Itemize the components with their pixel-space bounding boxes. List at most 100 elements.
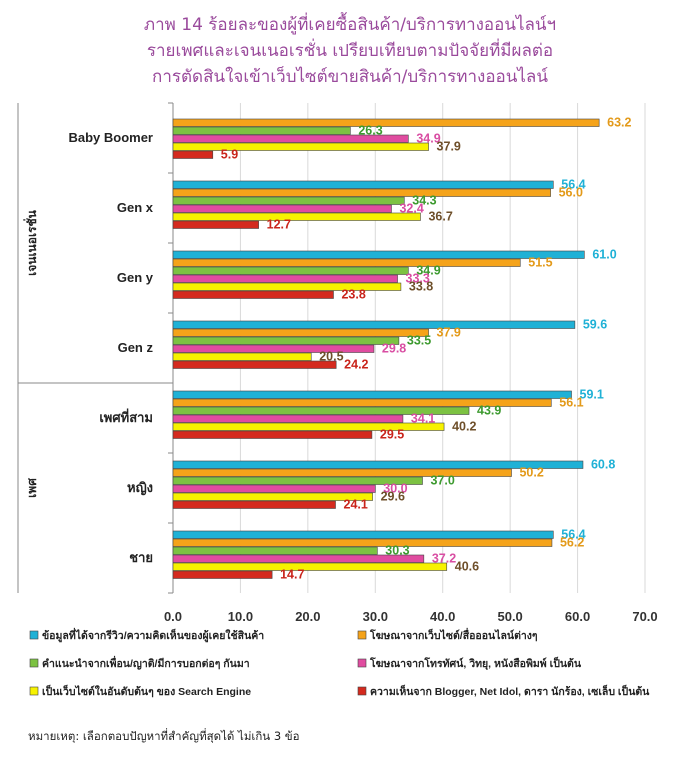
data-label: 43.9 [477, 404, 501, 418]
data-label: 33.5 [407, 334, 431, 348]
data-label: 20.5 [319, 350, 343, 364]
plot-area: 0.0 10.0 20.0 30.0 40.0 50.0 60.0 70.0 เจนเนอเรช… [17, 102, 658, 624]
category-label: เพศที่สาม [99, 408, 153, 425]
category-label: Gen y [117, 270, 154, 285]
bar [172, 274, 398, 283]
data-label: 56.0 [559, 186, 583, 200]
data-label: 37.9 [437, 326, 461, 340]
category-label: Gen x [117, 200, 154, 215]
legend-entry: โฆษณาจากเว็บไซต์/สื่อออนไลน์ต่างๆ [369, 627, 538, 642]
bar [172, 344, 375, 353]
data-label: 34.9 [416, 132, 440, 146]
legend-entry: โฆษณาจากโทรทัศน์, วิทยุ, หนังสือพิมพ์ เป… [369, 656, 582, 671]
category-label: ชาย [129, 550, 153, 565]
data-label: 50.2 [519, 466, 543, 480]
data-label: 37.2 [432, 552, 456, 566]
bar [172, 188, 551, 197]
bar [172, 500, 336, 509]
footnote: หมายเหตุ: เลือกตอบปัญหาที่สำคัญที่สุดได้… [28, 728, 300, 743]
bar [172, 258, 521, 267]
data-label: 29.6 [381, 490, 405, 504]
data-label: 29.5 [380, 428, 404, 442]
bar [172, 390, 572, 399]
data-label: 36.7 [428, 210, 452, 224]
bar [172, 360, 337, 369]
bar [172, 430, 373, 439]
data-label: 61.0 [592, 248, 616, 262]
bar [172, 460, 584, 469]
data-label: 5.9 [221, 148, 238, 162]
title-line-2: รายเพศและเจนเนอเรชั่น เปรียบเทียบตามปัจจ… [147, 38, 553, 61]
x-tick-label: 70.0 [632, 609, 657, 624]
data-label: 29.8 [382, 342, 406, 356]
x-tick-label: 40.0 [430, 609, 455, 624]
bar [172, 250, 585, 259]
data-label: 30.3 [385, 544, 409, 558]
legend-swatch [357, 686, 367, 696]
bar [172, 290, 334, 299]
data-label: 63.2 [607, 116, 631, 130]
bar [172, 320, 576, 329]
bar [172, 352, 312, 361]
title-line-3: การตัดสินใจเข้าเว็บไซต์ขายสินค้า/บริการท… [152, 65, 548, 87]
bar [172, 398, 552, 407]
data-label: 24.1 [344, 498, 368, 512]
bar [172, 492, 373, 501]
data-label: 37.0 [430, 474, 454, 488]
data-label: 12.7 [267, 218, 291, 232]
title-line-1: ภาพ 14 ร้อยละของผู้ที่เคยซื้อสินค้า/บริก… [144, 12, 556, 35]
data-label: 30.0 [383, 482, 407, 496]
bar [172, 196, 405, 205]
data-label: 34.9 [416, 264, 440, 278]
bar [172, 142, 429, 151]
data-label: 34.3 [412, 194, 436, 208]
bar [172, 530, 554, 539]
legend-swatch [357, 630, 367, 640]
bar [172, 570, 273, 579]
bar [172, 212, 421, 221]
x-tick-label: 10.0 [228, 609, 253, 624]
data-label: 26.3 [358, 124, 382, 138]
group-label: เจนเนอเรชั่น [23, 209, 39, 276]
bar [172, 126, 351, 135]
x-tick-label: 60.0 [565, 609, 590, 624]
legend-entry: ความเห็นจาก Blogger, Net Idol, ดารา นักร… [370, 684, 650, 698]
category-label: Baby Boomer [68, 130, 153, 145]
data-label: 23.8 [341, 288, 365, 302]
x-tick-label: 50.0 [497, 609, 522, 624]
bar [172, 282, 402, 291]
legend-swatch [29, 686, 39, 696]
data-label: 56.4 [561, 178, 585, 192]
data-label: 60.8 [591, 458, 615, 472]
data-label: 14.7 [280, 568, 304, 582]
legend-swatch [29, 658, 39, 668]
bar [172, 484, 376, 493]
data-label: 24.2 [344, 358, 368, 372]
x-tick-label: 0.0 [164, 609, 182, 624]
data-label: 32.4 [399, 202, 423, 216]
data-label: 33.3 [406, 272, 430, 286]
chart-title: ภาพ 14 ร้อยละของผู้ที่เคยซื้อสินค้า/บริก… [144, 12, 556, 87]
data-label: 59.1 [580, 388, 604, 402]
data-label: 56.2 [560, 536, 584, 550]
bar [172, 266, 409, 275]
bar [172, 150, 214, 159]
bar [172, 538, 553, 547]
bar [172, 468, 512, 477]
data-label: 59.6 [583, 318, 607, 332]
category-label: หญิง [127, 480, 153, 496]
bar [172, 414, 404, 423]
bar [172, 134, 409, 143]
legend-entry: ข้อมูลที่ได้จากรีวิว/ความคิดเห็นของผู้เค… [42, 627, 264, 643]
legend-entry: เป็นเว็บไซต์ในอันดับต้นๆ ของ Search Engi… [42, 684, 251, 698]
data-label: 51.5 [528, 256, 552, 270]
bar [172, 204, 392, 213]
x-tick-label: 20.0 [295, 609, 320, 624]
data-label: 40.2 [452, 420, 476, 434]
bar [172, 220, 259, 229]
legend-entry: คำแนะนำจากเพื่อน/ญาติ/มีการบอกต่อๆ กันมา [42, 655, 250, 670]
legend-swatch [357, 658, 367, 668]
group-label: เพศ [25, 478, 39, 498]
bar [172, 554, 425, 563]
